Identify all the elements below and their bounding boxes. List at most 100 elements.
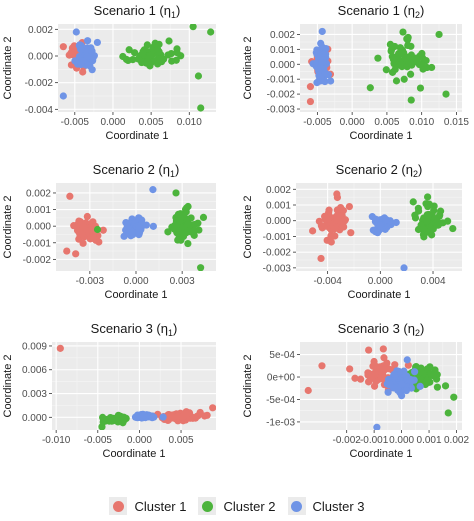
data-point-cluster-2 <box>391 65 399 74</box>
y-tick-label: 0.002 <box>28 25 53 36</box>
data-point-cluster-3 <box>327 77 335 85</box>
data-point-cluster-1 <box>99 226 107 234</box>
data-point-cluster-2 <box>100 415 108 423</box>
data-point-cluster-2 <box>441 382 450 390</box>
data-point-cluster-3 <box>140 411 148 419</box>
data-point-cluster-2 <box>422 378 430 386</box>
data-point-cluster-1 <box>306 83 315 91</box>
data-point-cluster-1 <box>339 207 347 215</box>
x-tick-label: 0.000 <box>340 117 365 128</box>
data-point-cluster-1 <box>367 374 375 382</box>
data-point-cluster-2 <box>183 204 191 212</box>
data-point-cluster-1 <box>95 238 103 246</box>
data-point-cluster-3 <box>135 223 143 232</box>
data-point-cluster-3 <box>72 28 80 36</box>
panel-title: Scenario 2 (η2) <box>336 162 423 179</box>
data-point-cluster-2 <box>184 239 192 248</box>
data-point-cluster-2 <box>197 264 205 271</box>
data-point-cluster-1 <box>370 357 378 366</box>
data-point-cluster-1 <box>87 234 95 242</box>
data-point-cluster-3 <box>93 38 101 47</box>
data-point-cluster-1 <box>185 409 194 417</box>
data-point-cluster-1 <box>345 202 354 211</box>
y-tick-label: 0.002 <box>270 30 295 41</box>
data-point-cluster-3 <box>77 46 85 54</box>
data-point-cluster-1 <box>404 361 412 369</box>
data-point-cluster-2 <box>418 49 426 58</box>
data-point-cluster-2 <box>386 40 394 49</box>
data-point-cluster-2 <box>444 217 452 225</box>
y-tick-label: 0.003 <box>22 389 47 400</box>
data-point-cluster-2 <box>422 56 430 65</box>
data-point-cluster-2 <box>382 66 390 74</box>
data-point-cluster-3 <box>142 221 151 229</box>
y-tick-label: 0.001 <box>266 201 291 212</box>
y-axis-label: Coordinate 2 <box>242 196 254 259</box>
data-point-cluster-2 <box>173 49 181 57</box>
data-point-cluster-2 <box>120 414 128 422</box>
y-tick-label: 0.001 <box>270 45 295 56</box>
data-point-cluster-2 <box>165 37 173 45</box>
data-point-cluster-3 <box>321 69 329 77</box>
data-point-cluster-3 <box>135 214 143 222</box>
x-tick-label: -0.005 <box>84 435 113 446</box>
data-point-cluster-2 <box>158 56 166 64</box>
points-layer <box>59 24 215 112</box>
data-point-cluster-1 <box>341 216 350 224</box>
data-point-cluster-3 <box>149 186 157 194</box>
data-point-cluster-2 <box>433 383 442 391</box>
y-axis-label: Coordinate 2 <box>2 196 14 259</box>
scatter-panel-3: -0.003 0.000 0.003 -0.002 -0.001 0.000 0.001 0.… <box>2 162 216 301</box>
data-point-cluster-3 <box>382 216 391 224</box>
panel-title: Scenario 3 (η1) <box>91 321 178 338</box>
data-point-cluster-2 <box>424 193 432 201</box>
data-point-cluster-2 <box>409 198 417 206</box>
data-point-cluster-1 <box>309 227 317 235</box>
y-tick-label: 0e+00 <box>267 373 296 384</box>
points-layer <box>63 186 208 271</box>
y-tick-label: 0.002 <box>26 188 51 199</box>
data-point-cluster-3 <box>318 58 326 67</box>
x-tick-label: 0.000 <box>100 117 125 128</box>
x-axis-label: Coordinate 1 <box>350 130 413 142</box>
data-point-cluster-2 <box>194 72 203 80</box>
scatter-panel-2: -0.005 0.000 0.005 0.010 0.015 -0.003 -0.002 -0… <box>242 3 469 142</box>
data-point-cluster-3 <box>397 392 406 400</box>
x-tick-label: 0.010 <box>409 117 434 128</box>
y-tick-label: -0.001 <box>263 232 292 243</box>
data-point-cluster-1 <box>317 222 325 230</box>
data-point-cluster-2 <box>143 41 151 49</box>
data-point-cluster-3 <box>398 380 406 388</box>
data-point-cluster-3 <box>123 223 132 231</box>
x-axis-label: Coordinate 1 <box>350 448 413 460</box>
data-point-cluster-1 <box>209 404 216 412</box>
data-point-cluster-2 <box>390 55 398 63</box>
data-point-cluster-3 <box>392 218 400 227</box>
data-point-cluster-2 <box>423 63 431 72</box>
y-tick-label: 0.006 <box>22 365 47 376</box>
data-point-cluster-1 <box>66 192 74 200</box>
data-point-cluster-2 <box>98 423 106 430</box>
data-point-cluster-3 <box>149 222 157 230</box>
data-point-cluster-1 <box>333 190 341 198</box>
data-point-cluster-1 <box>332 216 341 224</box>
legend-swatch-cluster-2 <box>201 500 213 512</box>
data-point-cluster-2 <box>143 58 152 66</box>
data-point-cluster-1 <box>323 236 331 244</box>
data-point-cluster-2 <box>197 104 205 112</box>
x-tick-label: -0.004 <box>313 276 342 287</box>
data-point-cluster-1 <box>325 206 333 214</box>
x-tick-label: 0.001 <box>417 435 442 446</box>
x-tick-label: 0.004 <box>421 276 446 287</box>
legend-item-cluster-3: Cluster 3 <box>287 497 365 515</box>
legend-item-cluster-1: Cluster 1 <box>109 497 186 515</box>
x-tick-label: 0.002 <box>444 435 469 446</box>
data-point-cluster-1 <box>347 229 355 237</box>
data-point-cluster-1 <box>59 43 67 51</box>
data-point-cluster-1 <box>304 386 312 395</box>
data-point-cluster-2 <box>430 207 438 215</box>
data-point-cluster-2 <box>184 227 192 235</box>
data-point-cluster-3 <box>318 27 326 36</box>
data-point-cluster-2 <box>164 228 172 236</box>
